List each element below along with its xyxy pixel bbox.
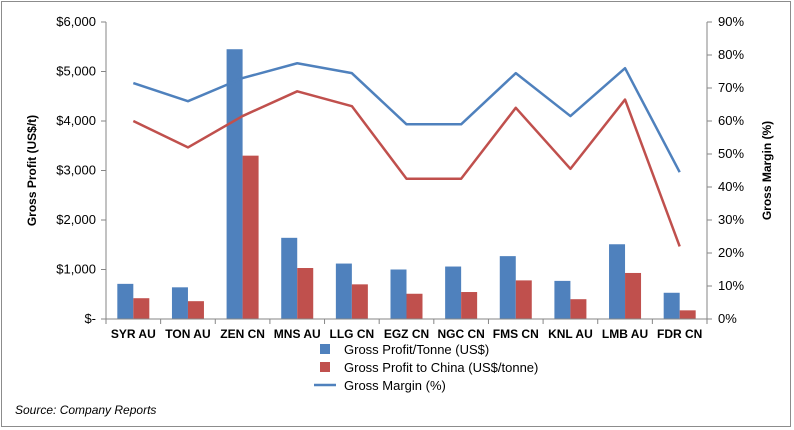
bar-gross-profit-2 (226, 49, 243, 319)
bar-profit-china-0 (133, 298, 150, 319)
category-label: FMS CN (493, 327, 539, 341)
right-tick-label: 80% (718, 47, 744, 62)
left-tick-label: $3,000 (56, 163, 96, 178)
left-tick-label: $4,000 (56, 113, 96, 128)
left-tick-label: $6,000 (56, 14, 96, 29)
bar-profit-china-7 (515, 280, 532, 319)
bar-gross-profit-10 (663, 292, 680, 319)
bar-profit-china-9 (625, 272, 642, 319)
right-tick-label: 0% (718, 311, 737, 326)
category-label: MNS AU (274, 327, 321, 341)
bar-profit-china-1 (187, 301, 204, 319)
legend: Gross Profit/Tonne (US$) Gross Profit to … (314, 342, 538, 393)
category-label: LMB AU (602, 327, 648, 341)
bar-gross-profit-7 (499, 256, 516, 319)
legend-swatch (320, 362, 330, 372)
left-tick-label: $5,000 (56, 64, 96, 79)
category-label: NGC CN (437, 327, 484, 341)
right-tick-label: 70% (718, 80, 744, 95)
bar-profit-china-10 (679, 310, 696, 319)
left-tick-label: $1,000 (56, 262, 96, 277)
right-tick-label: 30% (718, 212, 744, 227)
right-tick-label: 90% (718, 14, 744, 29)
line-gross-margin (132, 62, 681, 173)
right-tick-label: 20% (718, 245, 744, 260)
bar-profit-china-4 (351, 284, 368, 319)
bar-gross-profit-4 (335, 263, 352, 319)
bar-gross-profit-1 (171, 287, 188, 319)
bar-profit-china-6 (461, 292, 478, 319)
category-label: KNL AU (548, 327, 593, 341)
bar-profit-china-3 (297, 268, 314, 319)
category-label: EGZ CN (384, 327, 429, 341)
legend-label: Gross Margin (%) (344, 378, 446, 393)
bar-profit-china-5 (406, 293, 423, 319)
bar-gross-profit-6 (445, 266, 462, 319)
y2-axis-title: Gross Margin (%) (760, 121, 774, 220)
lines-layer (132, 62, 681, 247)
axes-layer: $- $1,000 $2,000 $3,000 $4,000 $5,000 $6,000 0%… (25, 14, 774, 341)
legend-label: Gross Profit to China (US$/tonne) (344, 360, 538, 375)
right-tick-label: 10% (718, 278, 744, 293)
bar-gross-profit-0 (117, 283, 134, 319)
legend-label: Gross Profit/Tonne (US$) (344, 342, 489, 357)
y-axis-title: Gross Profit (US$/t) (25, 115, 39, 226)
right-tick-label: 40% (718, 179, 744, 194)
right-tick-label: 50% (718, 146, 744, 161)
bar-profit-china-2 (242, 155, 259, 319)
bar-gross-profit-8 (554, 280, 571, 319)
bar-gross-profit-3 (281, 237, 298, 319)
left-tick-label: $2,000 (56, 212, 96, 227)
category-label: FDR CN (657, 327, 702, 341)
category-label: ZEN CN (220, 327, 265, 341)
left-tick-label: $- (84, 311, 96, 326)
bar-gross-profit-9 (609, 244, 626, 319)
bars-layer (117, 49, 696, 319)
right-tick-label: 60% (718, 113, 744, 128)
category-label: TON AU (165, 327, 210, 341)
bar-gross-profit-5 (390, 269, 407, 319)
category-label: SYR AU (111, 327, 156, 341)
source-note: Source: Company Reports (15, 403, 157, 417)
line-margin-china (132, 90, 681, 247)
category-label: LLG CN (330, 327, 375, 341)
bar-profit-china-8 (570, 299, 587, 319)
legend-swatch (320, 344, 330, 354)
